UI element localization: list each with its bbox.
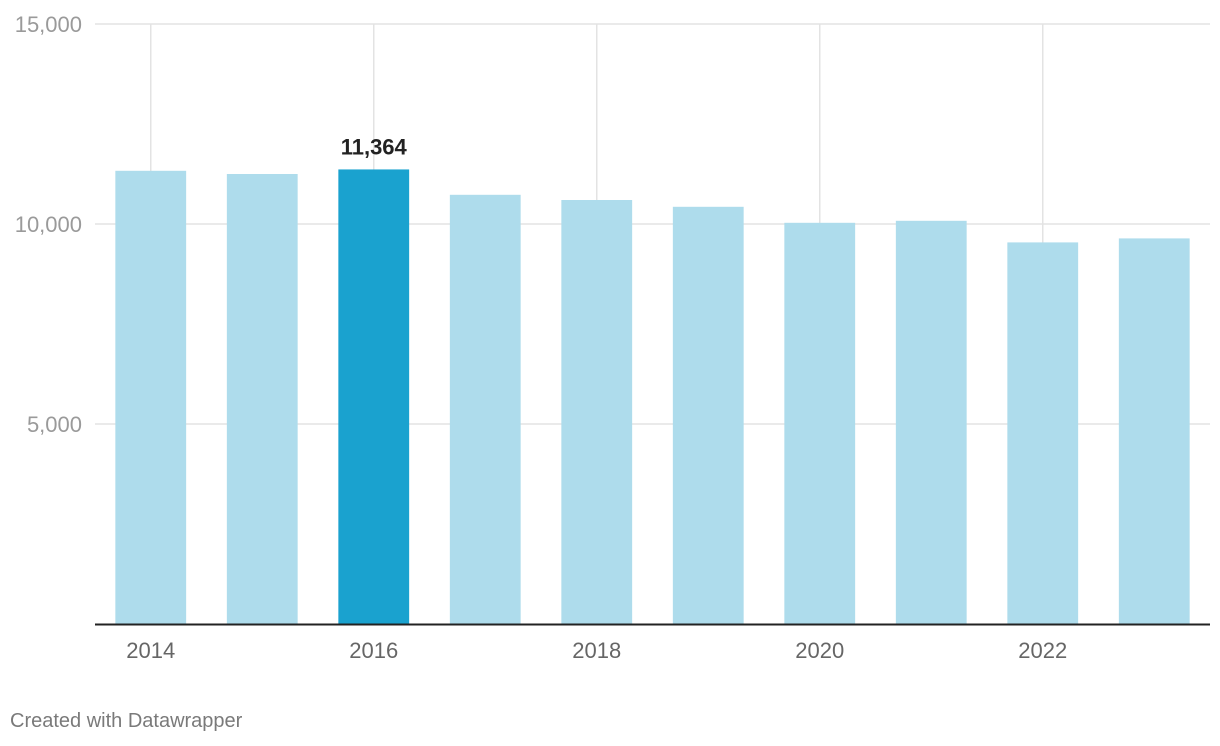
x-tick-label: 2016	[349, 638, 398, 663]
bar-2014	[115, 170, 187, 625]
bar-2017	[449, 194, 521, 625]
x-tick-label: 2014	[126, 638, 175, 663]
bar-2021	[895, 220, 967, 625]
bar-2019	[672, 206, 744, 625]
bar-2022	[1007, 242, 1079, 624]
chart-credit: Created with Datawrapper	[10, 710, 243, 732]
x-tick-label: 2020	[795, 638, 844, 663]
bar-2023	[1118, 238, 1190, 624]
bar-chart: 5,000 10,000 15,000 2014 2016 2018 2020 2022 11,…	[15, 12, 1210, 663]
x-tick-label: 2022	[1018, 638, 1067, 663]
x-tick-label: 2018	[572, 638, 621, 663]
data-label-2016: 11,364	[341, 134, 408, 159]
y-tick-label: 5,000	[27, 412, 82, 437]
bar-2016	[338, 169, 410, 624]
bar-2015	[226, 174, 298, 624]
y-tick-label: 10,000	[15, 212, 82, 237]
bar-layer	[115, 169, 1190, 625]
y-tick-label: 15,000	[15, 12, 82, 37]
bar-2018	[561, 200, 633, 624]
bar-2020	[784, 222, 856, 625]
label-layer: 5,000 10,000 15,000 2014 2016 2018 2020 2022 11,…	[15, 12, 1210, 663]
